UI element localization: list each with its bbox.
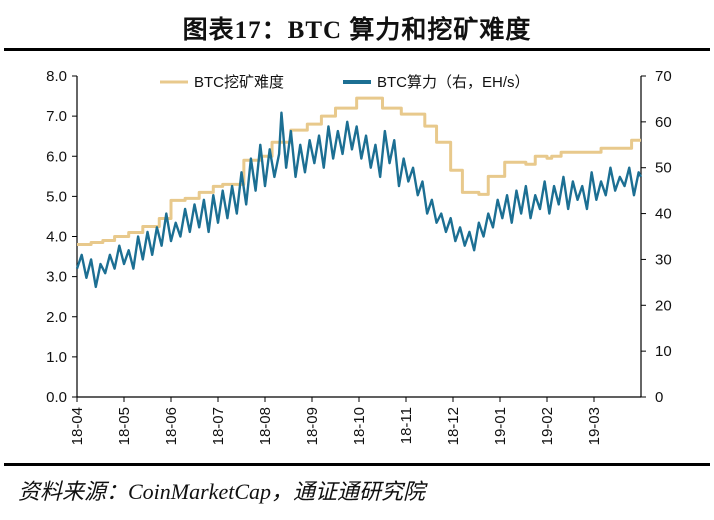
x-tick-label: 18-07 <box>210 407 227 445</box>
y-left-tick-label: 5.0 <box>46 188 67 205</box>
legend-hashrate-label: BTC算力（右，EH/s） <box>377 73 530 91</box>
y-right-tick-label: 50 <box>655 160 672 177</box>
source-note: 资料来源：CoinMarketCap，通证通研究院 <box>18 479 425 504</box>
source-rule <box>4 463 710 466</box>
y-right-tick-label: 20 <box>655 297 672 314</box>
hashrate-series-line <box>75 111 643 289</box>
difficulty-series-line <box>77 96 641 247</box>
chart-series-layer <box>75 96 643 289</box>
x-tick-label: 18-06 <box>163 407 180 445</box>
x-tick-label: 18-10 <box>351 407 368 445</box>
x-tick-label: 18-12 <box>445 407 462 445</box>
chart-legend: BTC挖矿难度 BTC算力（右，EH/s） <box>160 73 530 91</box>
title-rule <box>4 48 710 51</box>
y-left-tick-label: 7.0 <box>46 108 67 125</box>
x-tick-label: 18-05 <box>116 407 133 445</box>
legend-difficulty-label: BTC挖矿难度 <box>194 74 284 91</box>
y-right-tick-label: 0 <box>655 389 663 406</box>
y-left-tick-label: 1.0 <box>46 349 67 366</box>
y-left-tick-label: 6.0 <box>46 148 67 165</box>
x-tick-label: 18-11 <box>398 407 415 444</box>
y-left-tick-label: 4.0 <box>46 229 67 246</box>
x-tick-label: 19-03 <box>586 407 603 445</box>
y-left-tick-label: 3.0 <box>46 269 67 286</box>
chart-title: 图表17：BTC 算力和挖矿难度 <box>182 17 532 44</box>
y-left-tick-label: 0.0 <box>46 389 67 406</box>
y-right-tick-label: 40 <box>655 206 672 223</box>
y-right-tick-label: 30 <box>655 251 672 268</box>
y-right-tick-label: 10 <box>655 343 672 360</box>
x-tick-label: 18-04 <box>69 407 86 445</box>
chart-axes: 0.0 1.0 2.0 3.0 4.0 5.0 6.0 7.0 8.0 0 10 20 30 40 50 60… <box>46 68 672 445</box>
x-tick-label: 18-08 <box>257 407 274 445</box>
y-right-tick-label: 60 <box>655 114 672 131</box>
y-left-tick-label: 2.0 <box>46 309 67 326</box>
y-left-tick-label: 8.0 <box>46 68 67 85</box>
x-tick-label: 19-01 <box>492 407 509 445</box>
x-tick-label: 19-02 <box>539 407 556 445</box>
x-tick-label: 18-09 <box>304 407 321 445</box>
y-right-tick-label: 70 <box>655 68 672 85</box>
